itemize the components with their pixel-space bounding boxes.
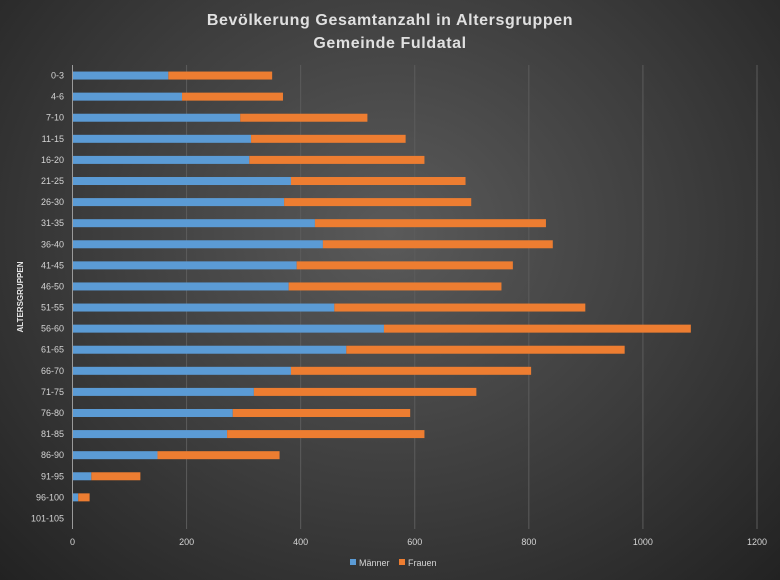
y-tick-label: 31-35 — [41, 218, 64, 228]
bar-frauen — [334, 303, 586, 312]
y-tick-label: 101-105 — [31, 513, 64, 523]
chart-title-line-2: Gemeinde Fuldatal — [313, 35, 466, 52]
y-tick-label: 86-90 — [41, 450, 64, 460]
bar-maenner — [72, 155, 250, 164]
bar-frauen — [322, 240, 553, 249]
bar-maenner — [72, 387, 254, 396]
bar-maenner — [72, 366, 291, 375]
x-tick-label: 200 — [179, 537, 194, 547]
bar-maenner — [72, 113, 241, 122]
bar-frauen — [240, 113, 368, 122]
y-tick-label: 0-3 — [51, 71, 64, 81]
bar-maenner — [72, 451, 158, 460]
y-tick-label: 46-50 — [41, 281, 64, 291]
bar-frauen — [290, 366, 532, 375]
bar-maenner — [72, 282, 289, 291]
bar-frauen — [290, 177, 466, 185]
y-tick-label: 41-45 — [41, 260, 64, 270]
y-tick-label: 61-65 — [41, 345, 64, 355]
bar-maenner — [72, 219, 315, 228]
bar-maenner — [72, 198, 285, 207]
bar-frauen — [346, 345, 625, 354]
bar-frauen — [232, 409, 411, 417]
bar-frauen — [157, 451, 280, 460]
bar-maenner — [72, 177, 291, 185]
x-tick-labels: 0 200 400 600 800 1000 1200 — [70, 537, 767, 547]
y-tick-label: 36-40 — [41, 239, 64, 249]
x-tick-label: 1000 — [633, 537, 653, 547]
y-axis-label: ALTERSGRUPPEN — [16, 261, 25, 332]
bar-maenner — [72, 409, 233, 417]
y-tick-label: 71-75 — [41, 387, 64, 397]
bar-frauen — [182, 92, 283, 101]
bar-maenner — [72, 324, 384, 333]
bar-frauen — [227, 430, 425, 439]
x-tick-label: 600 — [407, 537, 422, 547]
bar-frauen — [91, 472, 141, 481]
bar-maenner — [72, 240, 323, 249]
x-tick-label: 1200 — [747, 537, 767, 547]
bars — [72, 71, 691, 502]
bar-frauen — [288, 282, 502, 291]
bar-maenner — [72, 493, 79, 502]
bar-frauen — [253, 387, 477, 396]
bar-frauen — [168, 71, 273, 80]
gridlines — [186, 65, 758, 529]
bar-maenner — [72, 92, 183, 101]
y-tick-labels: 0-3 4-6 7-10 11-15 16-20 21-25 26-30 31-35 36-40… — [31, 71, 64, 524]
y-tick-label: 56-60 — [41, 324, 64, 334]
bar-frauen — [249, 155, 425, 164]
bar-maenner — [72, 345, 347, 354]
bar-maenner — [72, 430, 228, 439]
bar-maenner — [72, 134, 252, 143]
legend-label-frauen: Frauen — [408, 558, 437, 568]
y-tick-label: 7-10 — [46, 113, 64, 123]
x-tick-label: 0 — [70, 537, 75, 547]
bar-frauen — [383, 324, 691, 333]
legend-swatch-maenner — [350, 559, 356, 565]
x-tick-label: 400 — [293, 537, 308, 547]
bar-frauen — [284, 198, 472, 207]
y-tick-label: 91-95 — [41, 471, 64, 481]
y-tick-label: 96-100 — [36, 492, 64, 502]
bar-frauen — [78, 493, 90, 502]
y-tick-label: 21-25 — [41, 176, 64, 186]
bar-maenner — [72, 472, 92, 481]
legend: Männer Frauen — [350, 558, 437, 568]
bar-maenner — [72, 71, 169, 80]
y-tick-label: 26-30 — [41, 197, 64, 207]
y-tick-label: 76-80 — [41, 408, 64, 418]
x-tick-label: 800 — [521, 537, 536, 547]
bar-maenner — [72, 303, 335, 312]
bar-frauen — [296, 261, 513, 270]
legend-label-maenner: Männer — [359, 558, 390, 568]
y-tick-label: 81-85 — [41, 429, 64, 439]
y-tick-label: 4-6 — [51, 92, 64, 102]
y-tick-label: 11-15 — [42, 134, 64, 144]
legend-swatch-frauen — [399, 559, 405, 565]
y-tick-label: 51-55 — [41, 303, 64, 313]
bar-frauen — [314, 219, 546, 228]
y-tick-label: 66-70 — [41, 366, 64, 376]
y-tick-label: 16-20 — [41, 155, 64, 165]
bar-maenner — [72, 261, 297, 270]
chart-title-line-1: Bevölkerung Gesamtanzahl in Altersgruppe… — [207, 12, 573, 29]
bar-frauen — [251, 134, 406, 143]
